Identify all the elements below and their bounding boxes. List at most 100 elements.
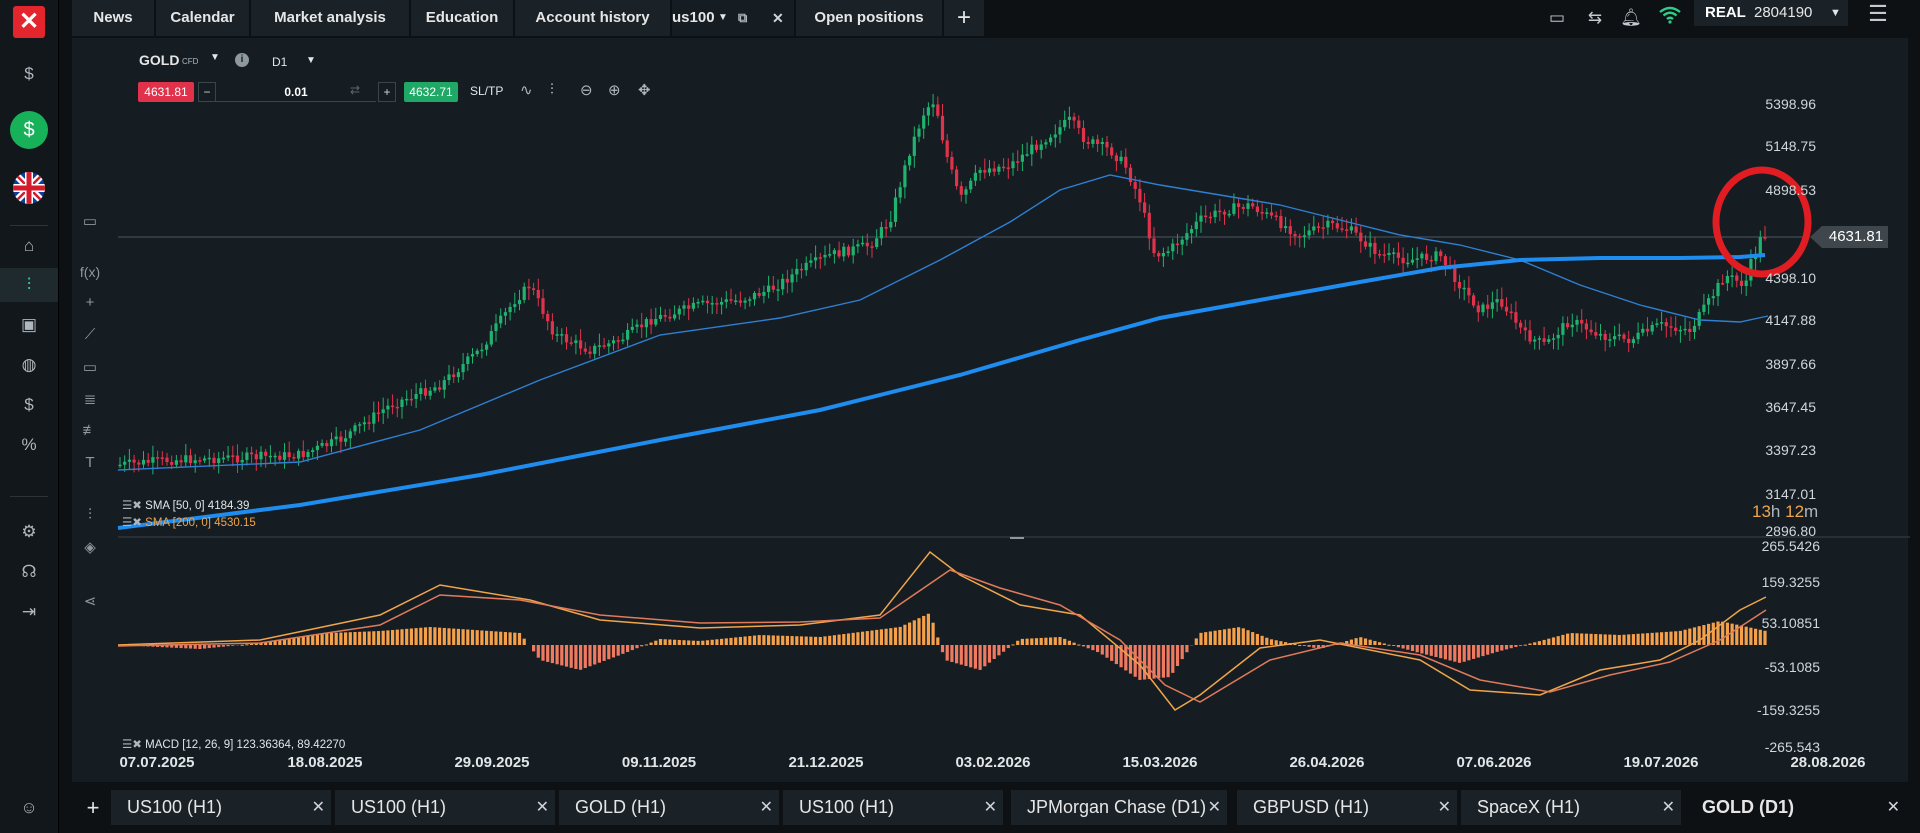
line-chart-icon[interactable]: ∿ bbox=[520, 82, 533, 99]
instrument-name[interactable]: GOLD bbox=[139, 52, 180, 68]
tab-open-positions[interactable]: Open positions bbox=[796, 0, 942, 36]
settings-icon[interactable]: ☰✖ bbox=[122, 500, 142, 512]
tab-education[interactable]: Education bbox=[411, 0, 513, 36]
info-icon[interactable]: i bbox=[235, 53, 249, 67]
screen-icon[interactable]: ▭ bbox=[82, 213, 98, 230]
swap-icon[interactable]: ⇄ bbox=[350, 83, 361, 97]
buy-button[interactable]: 4632.71 bbox=[404, 82, 458, 102]
crosshair-icon[interactable]: + bbox=[85, 294, 95, 311]
macd-histogram-bar bbox=[466, 629, 470, 645]
close-icon[interactable]: ✕ bbox=[759, 799, 773, 816]
bell-icon[interactable]: 🔔︎ bbox=[1620, 8, 1642, 27]
close-icon[interactable]: ✕ bbox=[311, 799, 325, 816]
close-icon[interactable]: ✕ bbox=[1207, 799, 1221, 816]
candlestick-icon[interactable]: ⫶ bbox=[550, 81, 554, 98]
tab-us100[interactable]: us100 ▼ ⧉ ✕ bbox=[672, 0, 794, 36]
macd-histogram-bar bbox=[1688, 628, 1692, 645]
sma50-legend[interactable]: ☰✖ SMA [50, 0] 4184.39 bbox=[122, 498, 249, 512]
popout-icon[interactable]: ⧉ bbox=[738, 10, 748, 25]
add-tab-button[interactable]: + bbox=[944, 0, 984, 36]
chart-tab[interactable]: US100 (H1) ✕ bbox=[335, 790, 555, 825]
xtb-logo[interactable]: ✕ bbox=[13, 6, 45, 38]
deposit-icon[interactable]: $ bbox=[10, 111, 48, 149]
currency-exchange-icon[interactable]: $ bbox=[24, 395, 34, 414]
fibonacci-icon[interactable]: ≣ bbox=[83, 391, 97, 408]
candle bbox=[640, 324, 644, 328]
tab-market-analysis[interactable]: Market analysis bbox=[251, 0, 409, 36]
market-icon[interactable]: ⇆ bbox=[1587, 8, 1603, 27]
dollar-icon[interactable]: $ bbox=[24, 64, 34, 83]
macd-histogram-bar bbox=[752, 635, 757, 645]
menu-icon[interactable]: ☰ bbox=[1868, 1, 1888, 26]
macd-histogram-bar bbox=[400, 629, 404, 645]
layout-icon[interactable]: ▭ bbox=[1548, 8, 1566, 27]
chevron-down-icon[interactable]: ▼ bbox=[1830, 7, 1841, 19]
tab-calendar[interactable]: Calendar bbox=[156, 0, 249, 36]
share-icon[interactable]: ⋖ bbox=[83, 593, 97, 610]
chevron-down-icon[interactable]: ▼ bbox=[210, 52, 220, 63]
chevron-down-icon[interactable]: ▼ bbox=[306, 55, 316, 66]
function-icon[interactable]: f(x) bbox=[79, 264, 101, 280]
timeframe-value[interactable]: D1 bbox=[272, 55, 288, 69]
candle bbox=[959, 186, 963, 195]
account-selector[interactable]: REAL 2804190 ▼ bbox=[1694, 0, 1848, 26]
close-icon[interactable]: ✕ bbox=[1437, 799, 1451, 816]
chart-tab-active[interactable]: GOLD (D1) ✕ bbox=[1686, 790, 1906, 825]
candle bbox=[1490, 302, 1494, 309]
volume-increase-button[interactable]: + bbox=[378, 82, 396, 102]
chevron-down-icon[interactable]: ▼ bbox=[718, 12, 728, 23]
candle bbox=[1551, 338, 1556, 340]
candle bbox=[1645, 328, 1650, 332]
chart-tab[interactable]: US100 (H1) ✕ bbox=[111, 790, 331, 825]
settings-icon[interactable]: ☰✖ bbox=[122, 517, 142, 529]
text-icon[interactable]: T bbox=[85, 454, 95, 471]
chart-tab[interactable]: SpaceX (H1) ✕ bbox=[1461, 790, 1681, 825]
chart-tab[interactable]: JPMorgan Chase (D1) ✕ bbox=[1011, 790, 1227, 825]
price-tick: 4898.53 bbox=[1765, 182, 1816, 198]
home-icon[interactable]: ⌂ bbox=[23, 236, 35, 255]
trend-line-icon[interactable]: ⟋ bbox=[84, 326, 96, 343]
chart-tab[interactable]: US100 (H1) ✕ bbox=[783, 790, 1003, 825]
channel-icon[interactable]: ≢ bbox=[82, 422, 98, 439]
move-icon[interactable]: ✥ bbox=[638, 82, 651, 99]
sell-button[interactable]: 4631.81 bbox=[138, 82, 194, 102]
sma200-label: SMA [200, 0] 4530.15 bbox=[145, 517, 256, 529]
close-icon[interactable]: ✕ bbox=[983, 799, 997, 816]
macd-legend[interactable]: ☰✖ MACD [12, 26, 9] 123.36364, 89.42270 bbox=[122, 737, 345, 751]
settings-icon[interactable]: ⚙ bbox=[21, 522, 37, 541]
close-icon[interactable]: ✕ bbox=[535, 799, 549, 816]
candle bbox=[1674, 327, 1678, 331]
logout-icon[interactable]: ⇥ bbox=[21, 602, 37, 621]
chart-icon[interactable]: ⫶ bbox=[0, 268, 58, 302]
close-icon[interactable]: ✕ bbox=[1661, 799, 1675, 816]
close-icon[interactable]: ✕ bbox=[772, 10, 784, 26]
support-headset-icon[interactable]: ☊ bbox=[21, 562, 37, 581]
macd-histogram-bar bbox=[226, 645, 230, 647]
tab-news[interactable]: News bbox=[72, 0, 154, 36]
macd-histogram-bar bbox=[654, 640, 658, 645]
zoom-in-icon[interactable]: ⊕ bbox=[608, 82, 621, 99]
macd-histogram-bar bbox=[992, 645, 996, 659]
tab-account-history[interactable]: Account history bbox=[515, 0, 670, 36]
settings-icon[interactable]: ☰✖ bbox=[122, 739, 142, 751]
volume-decrease-button[interactable]: − bbox=[198, 82, 216, 102]
add-chart-tab-button[interactable]: + bbox=[86, 795, 100, 820]
macd-histogram-bar bbox=[184, 645, 188, 649]
sl-tp-button[interactable]: SL/TP bbox=[470, 84, 504, 98]
layers-icon[interactable]: ◈ bbox=[84, 539, 96, 556]
candle bbox=[658, 314, 663, 319]
volume-input[interactable]: 0.01 bbox=[216, 82, 376, 102]
chart-tab[interactable]: GOLD (H1) ✕ bbox=[559, 790, 779, 825]
user-icon[interactable]: ☺ bbox=[20, 798, 38, 817]
chart-tab[interactable]: GBPUSD (H1) ✕ bbox=[1237, 790, 1457, 825]
indicators-icon[interactable]: ⫶ bbox=[88, 506, 92, 523]
sma200-legend[interactable]: ☰✖ SMA [200, 0] 4530.15 bbox=[122, 515, 256, 529]
calendar-icon[interactable]: ▣ bbox=[20, 315, 38, 334]
percent-icon[interactable]: % bbox=[21, 435, 37, 454]
rectangle-icon[interactable]: ▭ bbox=[82, 359, 98, 376]
piggy-bank-icon[interactable]: ◍ bbox=[21, 355, 37, 374]
close-icon[interactable]: ✕ bbox=[1886, 799, 1900, 816]
candle bbox=[1227, 213, 1231, 216]
zoom-out-icon[interactable]: ⊖ bbox=[580, 82, 593, 99]
